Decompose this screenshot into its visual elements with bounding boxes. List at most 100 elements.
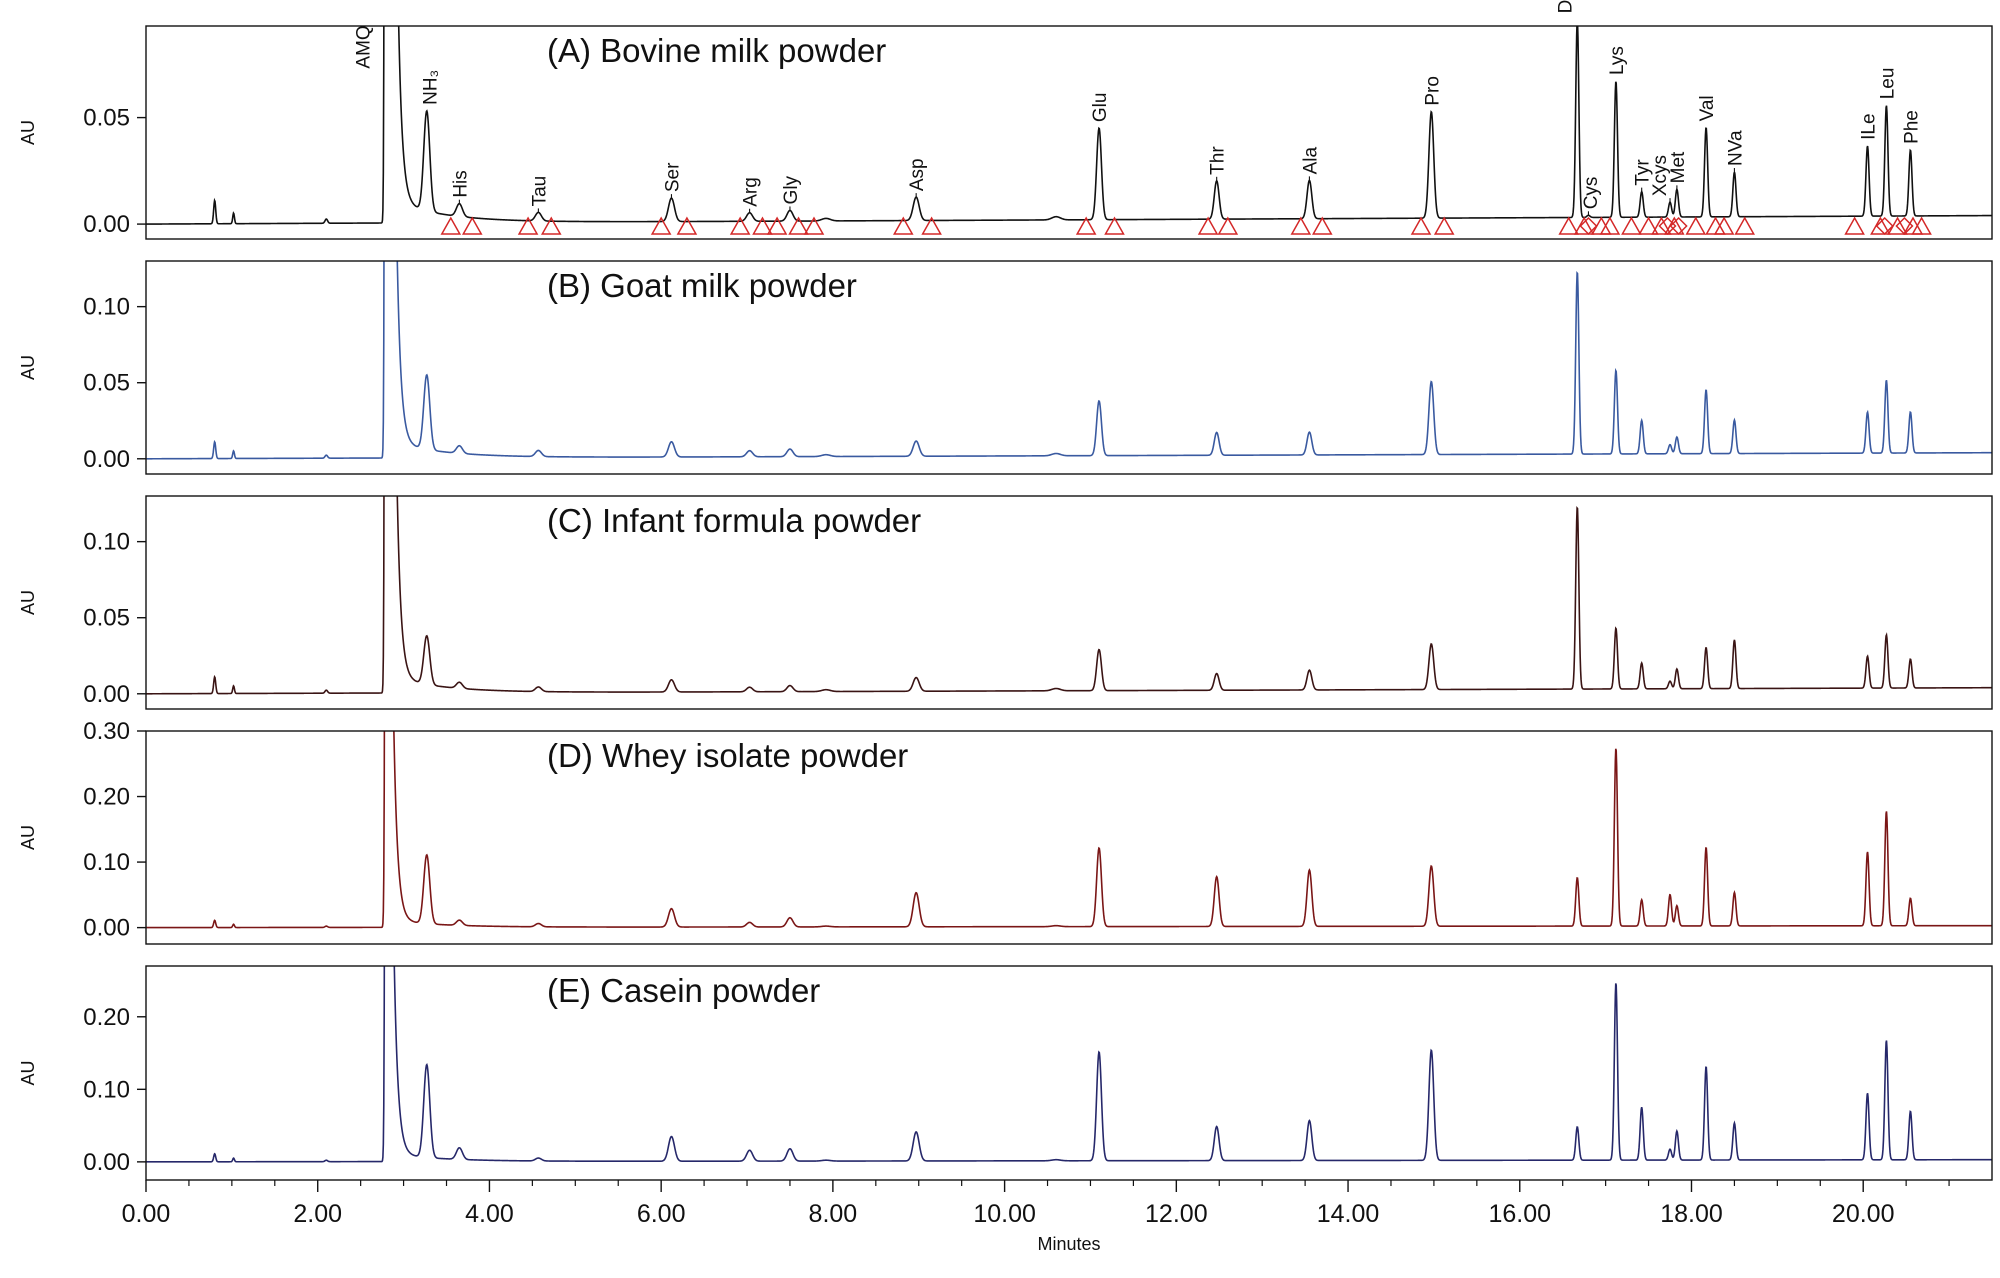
y-tick-label: 0.00: [83, 681, 130, 708]
peak-label: Arg: [741, 177, 762, 207]
integration-marker: [1887, 216, 1908, 235]
integration-marker: [540, 216, 562, 235]
panel-D: 0.00 0.10 0.20 0.30 AU (D) Whey isolate powde…: [18, 718, 1993, 945]
integration-marker: [1713, 216, 1735, 235]
peak-label: Met: [1668, 151, 1689, 183]
y-axis-label: AU: [18, 1060, 38, 1085]
integration-marker: [921, 216, 942, 235]
x-tick-label: 18.00: [1660, 1200, 1723, 1228]
series-line-D: [146, 731, 1992, 929]
panel-title-C: (C) Infant formula powder: [547, 502, 921, 539]
panel-title-E: (E) Casein powder: [547, 972, 820, 1009]
peak-label: Pro: [1422, 76, 1443, 106]
integration-marker: [1558, 216, 1579, 235]
integration-marker: [1734, 216, 1756, 235]
peak-label: NH₃: [420, 70, 441, 105]
peak-label: ILe: [1859, 113, 1880, 139]
x-tick-label: 14.00: [1317, 1200, 1380, 1228]
panel-A: 0.00 0.05 AU (A) Bovine milk powder AMQ NH₃ Hi…: [18, 0, 1993, 240]
y-axis-label: AU: [18, 120, 38, 145]
integration-marker: [1197, 216, 1219, 235]
integration-marker: [1579, 216, 1598, 236]
peak-label: Ala: [1300, 146, 1321, 174]
peak-label: Gly: [781, 175, 802, 204]
integration-marker: [803, 216, 825, 235]
integration-marker: [1669, 216, 1688, 236]
panel-title-B: (B) Goat milk powder: [547, 267, 857, 304]
integration-marker: [1433, 216, 1455, 235]
integration-marker: [1895, 216, 1914, 236]
integration-marker: [1658, 216, 1677, 236]
integration-marker: [752, 216, 773, 235]
integration-marker: [1591, 216, 1612, 235]
x-tick-label: 4.00: [465, 1200, 514, 1228]
integration-marker: [1685, 216, 1707, 235]
series-line-E: [146, 966, 1992, 1163]
integration-marker: [1290, 216, 1312, 235]
plot-frame-E: [145, 965, 1993, 1181]
y-tick-label: 0.05: [83, 605, 130, 632]
y-tick-label: 0.00: [83, 1149, 130, 1176]
peak-label: Tyr: [1633, 159, 1654, 186]
peak-label: Leu: [1877, 68, 1898, 100]
y-tick-label: 0.10: [83, 1076, 130, 1103]
y-tick-label: 0.20: [83, 1004, 130, 1031]
panel-E: 0.00 0.10 0.20 AU (E) Casein powder: [18, 965, 1993, 1181]
peak-label: Phe: [1901, 110, 1922, 144]
integration-marker: [1312, 216, 1333, 235]
integration-marker: [1638, 216, 1659, 235]
panel-B: 0.00 0.05 0.10 AU (B) Goat milk powder: [18, 260, 1993, 475]
integration-marker: [676, 216, 698, 235]
integration-marker: [893, 216, 914, 235]
integration-marker: [1410, 216, 1432, 235]
plot-frame-B: [145, 260, 1993, 475]
y-tick-label: 0.10: [83, 849, 130, 876]
integration-marker: [461, 216, 483, 235]
y-tick-label: 0.20: [83, 784, 130, 811]
y-tick-label: 0.05: [83, 370, 130, 397]
y-axis-label: AU: [18, 355, 38, 380]
series-line-B: [146, 261, 1992, 460]
plot-frame-D: [145, 730, 1993, 945]
integration-marker: [729, 216, 751, 235]
integration-marker: [1599, 216, 1621, 235]
x-tick-label: 8.00: [809, 1200, 858, 1228]
y-axis-label: AU: [18, 825, 38, 850]
integration-marker: [650, 216, 672, 235]
peak-label: Thr: [1208, 146, 1229, 175]
y-tick-label: 0.10: [83, 529, 130, 556]
series-line-A: [146, 26, 1992, 225]
y-tick-label: 0.10: [83, 294, 130, 321]
y-tick-label: 0.05: [83, 105, 130, 132]
integration-marker: [1075, 216, 1097, 235]
peak-label: NVa: [1725, 130, 1746, 166]
y-tick-label: 0.00: [83, 915, 130, 942]
plot-frame-C: [145, 495, 1993, 710]
peak-label: Val: [1697, 95, 1718, 121]
x-tick-label: 20.00: [1832, 1200, 1895, 1228]
y-tick-label: 0.30: [83, 718, 130, 745]
integration-marker: [1844, 216, 1865, 235]
x-tick-label: 6.00: [637, 1200, 686, 1228]
x-tick-label: 10.00: [973, 1200, 1036, 1228]
peak-label: Asp: [907, 158, 928, 191]
peak-label: Deriv Peak: [1555, 0, 1576, 13]
peak-label: Lys: [1607, 46, 1628, 75]
x-tick-label: 16.00: [1488, 1200, 1551, 1228]
x-tick-label: 0.00: [122, 1200, 171, 1228]
peak-label: Xcys: [1650, 155, 1671, 196]
peak-label: Cys: [1581, 177, 1602, 210]
x-axis-label: Minutes: [1037, 1234, 1100, 1254]
peak-label: Tau: [529, 176, 550, 207]
peak-label: AMQ: [353, 25, 374, 68]
integration-marker: [1705, 216, 1726, 235]
plot-frame-A: [145, 25, 1993, 240]
y-axis-label: AU: [18, 590, 38, 615]
panel-title-D: (D) Whey isolate powder: [547, 737, 908, 774]
y-tick-label: 0.00: [83, 211, 130, 238]
y-tick-label: 0.00: [83, 446, 130, 473]
x-axis: 0.00 2.00 4.00 6.00 8.00 10.00 12.00 14.00 16.00…: [122, 1180, 1950, 1228]
integration-marker: [788, 216, 809, 235]
